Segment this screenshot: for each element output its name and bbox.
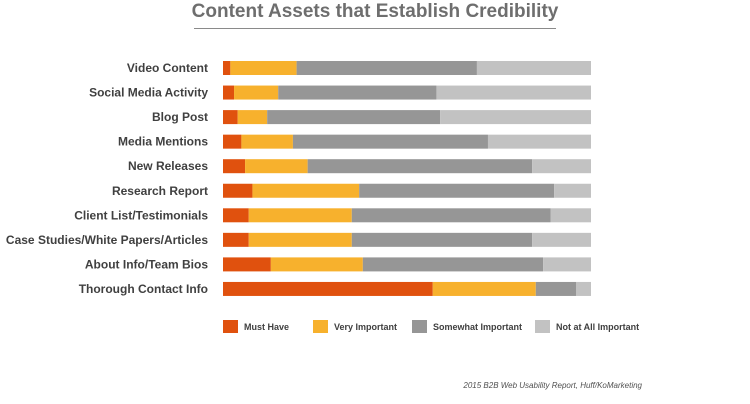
bar-blog-post-series-3 [440,110,591,125]
bar-research-report-series-3 [554,183,591,198]
legend-label-very-important: Very Important [334,322,397,332]
category-label-research-report: Research Report [112,184,208,198]
bar-blog-post-series-2 [267,110,441,125]
category-label-client-list-testimonials: Client List/Testimonials [74,208,208,222]
bar-social-media-activity-series-3 [436,85,591,100]
bar-about-info-team-bios-series-2 [362,257,544,272]
bar-new-releases-series-2 [307,159,533,174]
bar-research-report-series-2 [359,183,555,198]
category-label-video-content: Video Content [127,61,208,75]
bar-social-media-activity-series-0 [223,85,235,100]
bar-about-info-team-bios-series-0 [223,257,271,272]
bar-new-releases-series-1 [245,159,308,174]
bar-case-studies-white-papers-articles-series-1 [248,232,352,247]
bar-video-content-series-0 [223,61,231,75]
bar-thorough-contact-info-series-2 [535,281,577,296]
category-label-social-media-activity: Social Media Activity [89,86,208,100]
bar-research-report-series-0 [223,183,253,198]
category-label-media-mentions: Media Mentions [118,135,208,149]
bar-research-report-series-1 [252,183,360,198]
legend: Must Have Very Important Somewhat Importan… [223,320,639,333]
bar-new-releases-series-0 [223,159,246,174]
chart-title: Content Assets that Establish Credibilit… [191,1,559,22]
bar-media-mentions-series-3 [487,134,591,149]
bar-case-studies-white-papers-articles-series-3 [532,232,591,247]
bar-media-mentions-series-2 [292,134,488,149]
source-note: 2015 B2B Web Usability Report, Huff/KoMa… [463,381,642,390]
category-label-thorough-contact-info: Thorough Contact Info [79,282,208,296]
legend-swatch-very-important [313,320,328,333]
bar-social-media-activity-series-1 [234,85,279,100]
bar-social-media-activity-series-2 [278,85,437,100]
bar-thorough-contact-info-series-1 [432,281,536,296]
legend-swatch-somewhat-important [412,320,427,333]
category-label-blog-post: Blog Post [152,110,208,124]
bar-media-mentions-series-1 [241,134,293,149]
legend-label-must-have: Must Have [244,322,289,332]
bar-thorough-contact-info-series-0 [223,281,433,296]
legend-label-somewhat-important: Somewhat Important [433,322,522,332]
bar-video-content-series-3 [476,61,591,75]
category-label-case-studies-white-papers-articles: Case Studies/White Papers/Articles [6,233,208,247]
bar-case-studies-white-papers-articles-series-2 [351,232,533,247]
bar-client-list-testimonials-series-2 [351,208,551,223]
category-label-about-info-team-bios: About Info/Team Bios [85,257,208,271]
category-labels: Video Content Social Media Activity Blog P… [6,61,208,296]
bar-case-studies-white-papers-articles-series-0 [223,232,249,247]
bar-thorough-contact-info-series-3 [576,281,591,296]
legend-swatch-not-at-all-important [535,320,550,333]
bar-blog-post-series-0 [223,110,238,125]
legend-label-not-at-all-important: Not at All Important [556,322,639,332]
bar-client-list-testimonials-series-1 [248,208,352,223]
bar-client-list-testimonials-series-3 [550,208,591,223]
legend-swatch-must-have [223,320,238,333]
bar-about-info-team-bios-series-1 [270,257,363,272]
bar-new-releases-series-3 [532,159,591,174]
bar-video-content-series-2 [296,61,477,75]
bar-video-content-series-1 [230,61,297,75]
title-underline [194,28,556,29]
bar-about-info-team-bios-series-3 [543,257,591,272]
bar-media-mentions-series-0 [223,134,242,149]
bar-blog-post-series-1 [237,110,268,125]
bar-segments [223,61,591,296]
bar-client-list-testimonials-series-0 [223,208,249,223]
category-label-new-releases: New Releases [128,159,208,173]
